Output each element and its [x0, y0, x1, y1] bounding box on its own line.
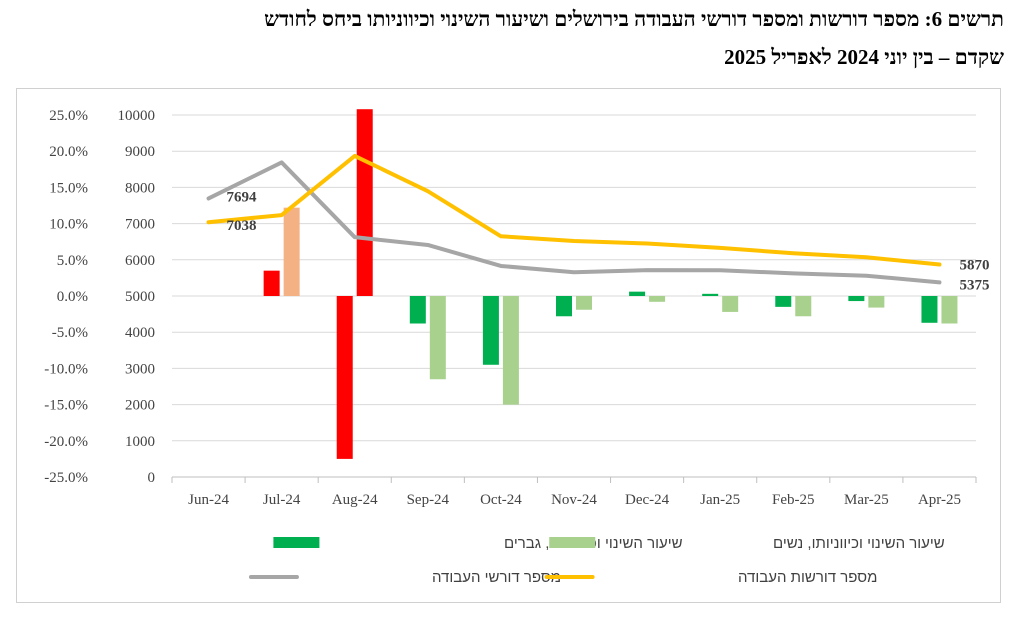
legend-women-change: שיעור השינוי וכיווניותו, נשים [549, 535, 945, 552]
legend-label: מספר דורשות העבודה [738, 569, 877, 586]
left-axis-tick-label: 5.0% [57, 253, 88, 269]
left-axis-tick-label: -25.0% [44, 470, 88, 486]
right-axis-tick-label: 5000 [125, 289, 155, 305]
left-axis-tick-label: -5.0% [52, 325, 88, 341]
left-axis-tick-label: -15.0% [44, 398, 88, 414]
x-axis-tick-label: Aug-24 [332, 492, 378, 508]
line-job-seekers-men [206, 160, 942, 285]
right-axis-tick-label: 2000 [125, 398, 155, 414]
x-axis-tick-label: Nov-24 [551, 492, 597, 508]
bar-women [576, 296, 592, 310]
left-axis-tick-label: 25.0% [49, 108, 88, 124]
right-axis-tick-label: 3000 [125, 361, 155, 377]
right-axis-tick-label: 7000 [125, 217, 155, 233]
legend-label: שיעור השינוי וכיווניותו, נשים [773, 535, 945, 552]
bar-women [356, 109, 373, 296]
data-label-men-end: 5375 [959, 277, 989, 293]
legend-men-change: שיעור השינוי וכיווניותו, גברים [273, 535, 683, 552]
x-axis-tick-label: Jan-25 [700, 492, 740, 508]
x-axis-tick-label: Mar-25 [844, 492, 889, 508]
left-axis-tick-label: 15.0% [49, 180, 88, 196]
bar-women [502, 296, 519, 405]
data-label-men-start: 7694 [227, 189, 258, 205]
bar-men [629, 291, 646, 296]
chart-frame [16, 88, 1001, 603]
x-axis-tick-label: Jun-24 [188, 492, 229, 508]
x-axis-tick-label: Sep-24 [407, 492, 450, 508]
left-axis-tick-label: -10.0% [44, 361, 88, 377]
x-axis-tick-label: Feb-25 [772, 492, 815, 508]
bar-women [722, 296, 739, 312]
right-axis-tick-label: 10000 [118, 108, 156, 124]
left-axis-tick-label: 20.0% [49, 144, 88, 160]
bar-men [848, 296, 865, 302]
data-label-women-start: 7038 [227, 218, 257, 234]
x-axis-tick-label: Jul-24 [263, 492, 301, 508]
bar-men [336, 296, 353, 459]
bar-men [702, 293, 719, 296]
bar-men [556, 296, 572, 317]
bar-women [941, 296, 958, 324]
legend-swatch [273, 537, 320, 548]
data-label-women-end: 5870 [959, 258, 989, 274]
left-axis-tick-label: 10.0% [49, 217, 88, 233]
bar-men [921, 296, 938, 323]
bar-women [649, 296, 666, 302]
left-axis-tick-label: 0.0% [57, 289, 88, 305]
x-axis-tick-label: Dec-24 [625, 492, 670, 508]
x-axis-tick-label: Oct-24 [480, 492, 522, 508]
line-job-seekers-women [206, 153, 942, 267]
title-line-2: שקדם – בין יוני 2024 לאפריל 2025 [724, 45, 1004, 69]
bar-women [429, 296, 446, 380]
x-axis-tick-label: Apr-25 [918, 492, 961, 508]
title-line-1: תרשים 6: מספר דורשות ומספר דורשי העבודה … [264, 7, 1004, 31]
bar-women [283, 207, 300, 296]
right-axis-tick-label: 0 [148, 470, 156, 486]
bar-women [795, 296, 812, 317]
legend-women-count: מספר דורשות העבודה [544, 569, 877, 586]
chart-title: תרשים 6: מספר דורשות ומספר דורשי העבודה … [4, 0, 1004, 76]
legend-men-count: מספר דורשי העבודה [248, 569, 561, 586]
bar-women [868, 296, 885, 308]
right-axis-tick-label: 9000 [125, 144, 155, 160]
right-axis-tick-label: 4000 [125, 325, 155, 341]
legend-label: מספר דורשי העבודה [432, 569, 561, 586]
right-axis-tick-label: 6000 [125, 253, 155, 269]
right-axis-tick-label: 1000 [125, 434, 155, 450]
legend-swatch [549, 537, 596, 548]
bar-men [409, 296, 426, 324]
left-axis-tick-label: -20.0% [44, 434, 88, 450]
bar-men [775, 296, 792, 307]
bar-men [263, 270, 280, 296]
bar-men [482, 296, 499, 365]
right-axis-tick-label: 8000 [125, 180, 155, 196]
